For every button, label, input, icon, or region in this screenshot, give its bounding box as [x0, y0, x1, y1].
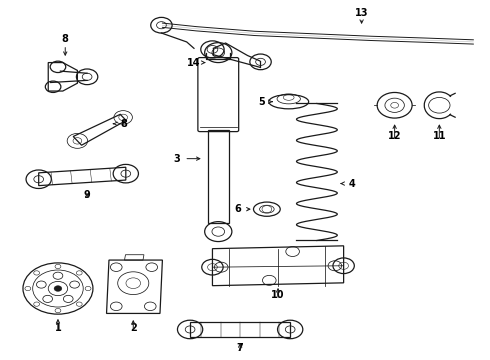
- Circle shape: [54, 286, 62, 291]
- Text: 3: 3: [173, 154, 180, 164]
- Text: 14: 14: [187, 58, 201, 68]
- Text: 7: 7: [237, 343, 244, 353]
- Text: 6: 6: [234, 204, 241, 214]
- Text: 12: 12: [388, 131, 401, 140]
- Bar: [208, 130, 229, 223]
- Text: 9: 9: [84, 190, 91, 200]
- Text: 8: 8: [62, 35, 69, 44]
- Text: 1: 1: [54, 323, 61, 333]
- Text: 8: 8: [120, 119, 127, 129]
- Text: 11: 11: [433, 131, 446, 140]
- Text: 5: 5: [259, 97, 266, 107]
- Text: 4: 4: [348, 179, 355, 189]
- Text: 10: 10: [271, 289, 285, 300]
- Text: 13: 13: [355, 8, 368, 18]
- Text: 2: 2: [130, 323, 137, 333]
